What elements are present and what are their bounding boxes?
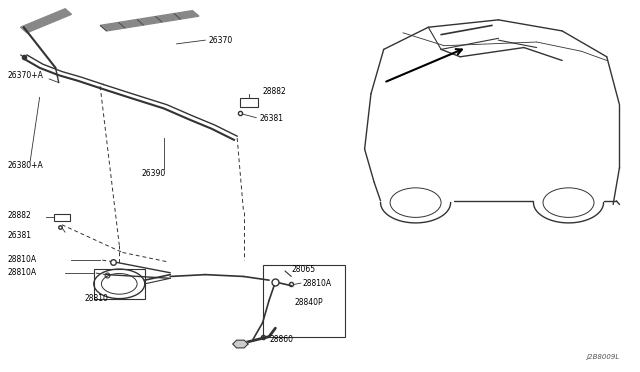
Bar xyxy=(240,99,257,107)
Text: 28860: 28860 xyxy=(269,335,293,344)
Bar xyxy=(94,269,145,299)
Polygon shape xyxy=(100,11,199,31)
Text: 26390: 26390 xyxy=(141,169,166,177)
Bar xyxy=(54,214,70,221)
Text: 26370: 26370 xyxy=(209,36,233,45)
Text: 28840P: 28840P xyxy=(294,298,323,307)
Text: 28810A: 28810A xyxy=(8,255,37,264)
Text: 28882: 28882 xyxy=(8,211,31,220)
Polygon shape xyxy=(20,9,72,33)
Text: 26370+A: 26370+A xyxy=(8,71,44,80)
Text: 26381: 26381 xyxy=(259,114,284,123)
Text: 26381: 26381 xyxy=(8,231,32,240)
Text: 28810A: 28810A xyxy=(8,268,37,277)
Bar xyxy=(262,265,346,337)
Text: 28882: 28882 xyxy=(262,87,287,96)
Polygon shape xyxy=(233,340,248,348)
Text: J2B8009L: J2B8009L xyxy=(586,353,620,359)
Text: 28065: 28065 xyxy=(291,264,316,273)
Text: 26380+A: 26380+A xyxy=(8,161,44,170)
Text: 28810A: 28810A xyxy=(303,279,332,288)
Text: 28810: 28810 xyxy=(84,294,108,303)
